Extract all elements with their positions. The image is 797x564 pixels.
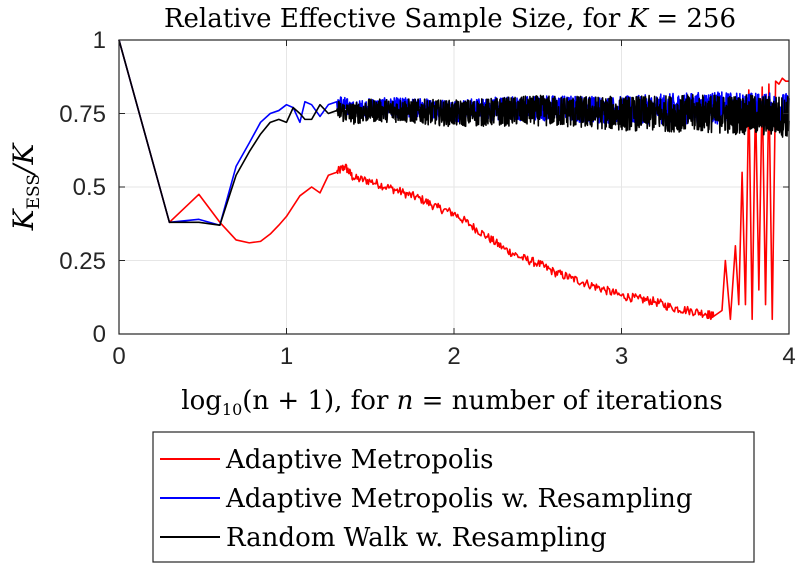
x-axis-label: log10(n + 1), for n = number of iteratio… <box>181 386 722 419</box>
series-adaptive-metropolis <box>118 39 789 321</box>
xtick-label: 1 <box>280 343 293 370</box>
series-adaptive-metropolis-resampling <box>118 39 790 227</box>
ytick-label: 1 <box>93 27 106 54</box>
legend: Adaptive Metropolis Adaptive Metropolis … <box>152 431 755 563</box>
ytick-label: 0 <box>93 321 106 348</box>
legend-label-adaptive-metropolis-resampling: Adaptive Metropolis w. Resampling <box>225 484 693 514</box>
chart-title: Relative Effective Sample Size, for K = … <box>164 4 736 34</box>
ytick-label: 0.75 <box>59 101 106 128</box>
legend-label-random-walk-resampling: Random Walk w. Resampling <box>226 523 607 553</box>
xtick-labels: 0 1 2 3 4 <box>112 343 795 370</box>
legend-label-adaptive-metropolis: Adaptive Metropolis <box>225 445 493 475</box>
y-axis-label: KESS/K <box>7 142 44 232</box>
xtick-label: 2 <box>447 343 460 370</box>
ytick-label: 0.5 <box>73 174 106 201</box>
xtick-label: 0 <box>112 343 125 370</box>
ticks <box>118 39 790 335</box>
series-layer <box>118 39 790 321</box>
ytick-labels: 0 0.25 0.5 0.75 1 <box>59 27 106 348</box>
xtick-label: 4 <box>782 343 795 370</box>
ytick-label: 0.25 <box>59 248 106 275</box>
xtick-label: 3 <box>615 343 628 370</box>
series-random-walk-resampling <box>118 39 790 227</box>
legend-box <box>152 431 755 563</box>
